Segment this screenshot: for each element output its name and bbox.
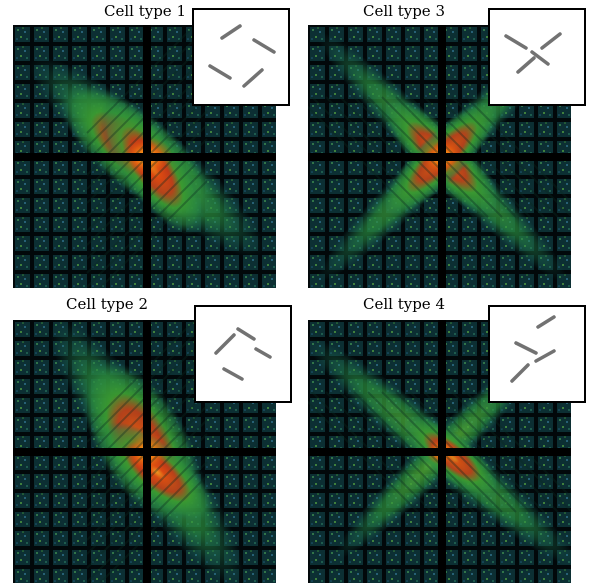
cross-v xyxy=(438,25,446,288)
figure: Cell type 1 Cell type 3 Cell type 2 Cell ty… xyxy=(0,0,595,586)
cross-v xyxy=(143,25,151,288)
inset-frame xyxy=(193,9,289,105)
panel-title: Cell type 3 xyxy=(363,2,445,20)
inset xyxy=(489,9,585,105)
cross-v xyxy=(143,320,151,583)
page: Cell type 1 Cell type 3 Cell type 2 Cell ty… xyxy=(0,0,595,586)
panel-title: Cell type 2 xyxy=(66,295,148,313)
inset-frame xyxy=(195,306,291,402)
inset xyxy=(195,306,291,402)
panel-title: Cell type 4 xyxy=(363,295,445,313)
inset xyxy=(489,306,585,402)
inset xyxy=(193,9,289,105)
cross-v xyxy=(438,320,446,583)
panel-title: Cell type 1 xyxy=(104,2,186,20)
